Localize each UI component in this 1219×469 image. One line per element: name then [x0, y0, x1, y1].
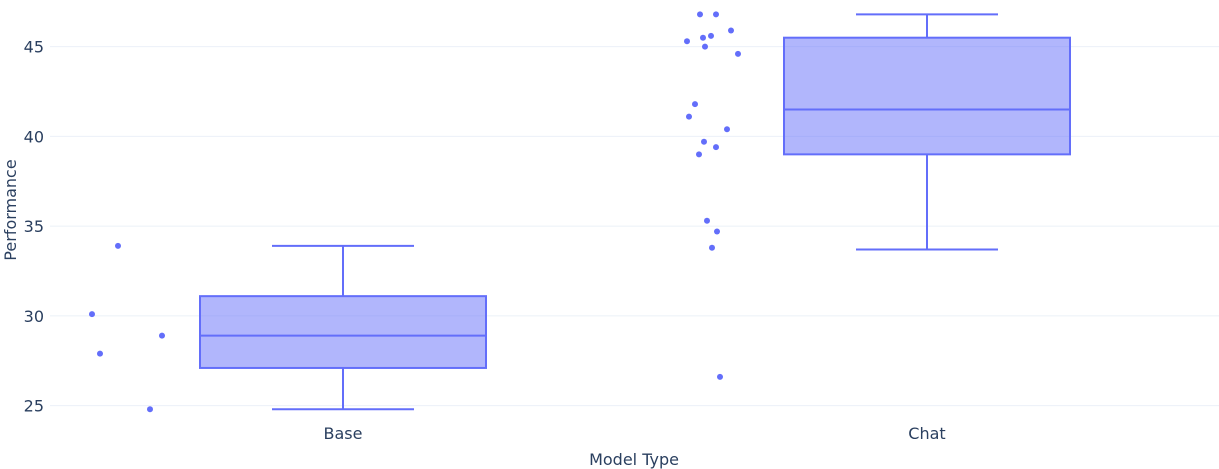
- data-point: [686, 113, 692, 120]
- data-points: [89, 11, 741, 413]
- x-tick-label: Base: [324, 424, 363, 443]
- data-point: [724, 126, 730, 133]
- y-tick-label: 45: [24, 38, 44, 57]
- data-point: [728, 27, 734, 34]
- y-tick-label: 25: [24, 397, 44, 416]
- y-tick-label: 30: [24, 307, 44, 326]
- data-point: [708, 32, 714, 39]
- data-point: [713, 144, 719, 151]
- data-point: [97, 350, 103, 357]
- tick-labels: 25 30 35 40 45 Base Chat: [24, 38, 946, 443]
- y-axis-title: Performance: [1, 159, 20, 260]
- data-point: [717, 373, 723, 380]
- data-point: [701, 138, 707, 145]
- x-tick-label: Chat: [908, 424, 945, 443]
- data-point: [696, 151, 702, 158]
- data-point: [115, 242, 121, 249]
- box-chat: [783, 36, 1071, 156]
- data-point: [714, 228, 720, 235]
- data-point: [704, 217, 710, 224]
- data-point: [709, 244, 715, 251]
- data-point: [692, 101, 698, 108]
- data-point: [700, 34, 706, 41]
- x-axis-title: Model Type: [589, 450, 679, 469]
- box-base: [199, 295, 487, 369]
- data-point: [89, 311, 95, 318]
- y-tick-label: 35: [24, 217, 44, 236]
- data-point: [159, 332, 165, 339]
- y-tick-label: 40: [24, 127, 44, 146]
- data-point: [147, 406, 153, 413]
- data-point: [713, 11, 719, 18]
- data-point: [697, 11, 703, 18]
- data-point: [684, 38, 690, 45]
- data-point: [735, 50, 741, 57]
- data-point: [702, 43, 708, 50]
- boxes: [199, 13, 1071, 411]
